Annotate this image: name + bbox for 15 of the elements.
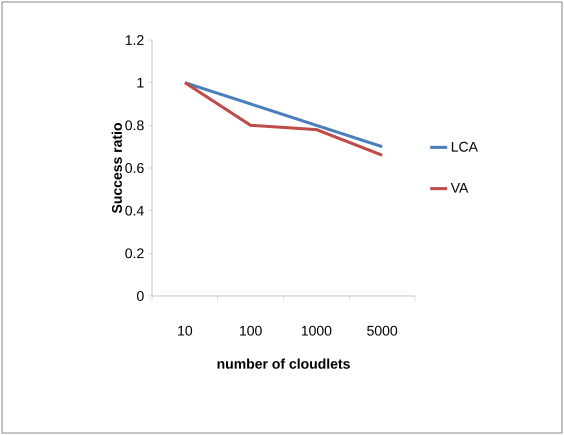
- y-tick-label: 0.2: [125, 248, 144, 258]
- legend-label: LCA: [452, 142, 478, 152]
- y-tick-label: 1: [138, 78, 144, 88]
- x-axis-title: number of cloudlets: [218, 358, 350, 369]
- y-tick-label: 0.8: [125, 120, 144, 130]
- legend-label: VA: [450, 183, 468, 193]
- x-tick-label: 1000: [302, 326, 332, 336]
- y-tick-label: 0: [137, 291, 144, 301]
- x-tick-label: 10: [178, 326, 192, 336]
- y-tick-label: 0.4: [125, 206, 144, 216]
- y-axis-title: Success ratio: [112, 123, 122, 214]
- y-tick-label: 1.2: [126, 35, 144, 45]
- x-tick-label: 100: [240, 326, 262, 336]
- x-tick-label: 5000: [367, 326, 398, 336]
- y-tick-label: 0.6: [125, 163, 144, 173]
